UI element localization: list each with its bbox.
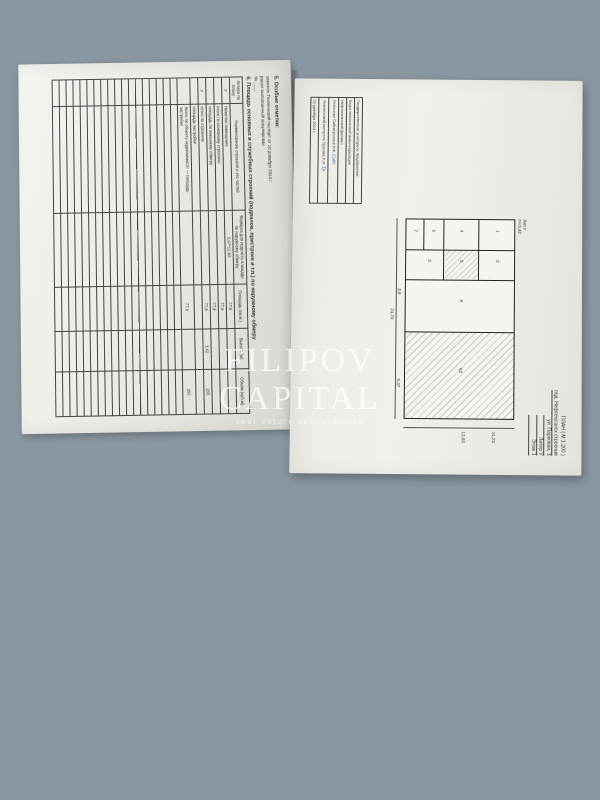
room-7: 7 [413, 229, 418, 232]
plan-address: под. Нефтеюганск строения [551, 389, 559, 455]
room-6: 6 [431, 229, 436, 232]
room-2: 2 [495, 260, 500, 263]
room-4: 4 [459, 229, 464, 232]
dim-h-total: 12,83 [461, 431, 466, 442]
col-volume: Объём (куб.м) [235, 369, 249, 414]
hatched-small [445, 250, 478, 278]
room-8: 8 [459, 299, 464, 302]
cart-l2: Бюро технической инвентаризации [345, 98, 354, 203]
col-area: Площадь (кв.м.) [233, 284, 247, 328]
signature-1: Сибг [329, 153, 336, 164]
dim-lw: 3,0 [397, 288, 402, 294]
dim-w-total: 24,79 [390, 308, 395, 319]
dim-right-line [403, 427, 514, 429]
area-table: Литера по плану Наименование строений и … [51, 76, 250, 417]
dim-w-seg: 5,37 [396, 378, 401, 387]
plan-title-block: ПЛАН ( М 1:200 ) под. Нефтеюганск строен… [529, 389, 566, 455]
page-left-content: 5. Особые отметки: заменен Технический п… [28, 70, 289, 424]
plan-outline: 1 2 4 3 6 5 7 8 63 [404, 218, 516, 419]
room-1: 1 [495, 230, 500, 233]
signature-2: Тр [319, 166, 326, 171]
hatched-room [405, 331, 514, 419]
plan-floor: Этаж 1 [529, 389, 537, 455]
plan-street: ул. Парковая, 3 [544, 389, 552, 455]
cart-l6: 10 декабря 2014 г. [310, 97, 318, 202]
cart-l4: Исполнил Сибгатуллина Р.Ф. Сибг [327, 97, 339, 202]
document-page-left: 5. Особые отметки: заменен Технический п… [18, 60, 299, 434]
cart-l1: Государственное унитарное предприятие [353, 98, 362, 203]
document-page-right: ПЛАН ( М 1:200 ) под. Нефтеюганск строен… [289, 78, 582, 475]
room-3: 3 [459, 259, 464, 262]
room-5: 5 [427, 259, 432, 262]
col-formula: Формула для подсчёта площади по наружном… [232, 210, 247, 284]
col-height: Высота (м) [234, 328, 248, 369]
page-right-content: ПЛАН ( М 1:200 ) под. Нефтеюганск строен… [299, 88, 572, 465]
col-litera: Литера по плану [229, 77, 242, 104]
cartouche-block: Государственное унитарное предприятие Бю… [309, 96, 364, 203]
dim-bottom-line [395, 218, 398, 419]
wall-h1 [478, 220, 479, 280]
wall-h3 [423, 219, 424, 249]
cart-l3: Нефтеюганский филиал [337, 97, 346, 202]
dim-h-seg: 11,23 [491, 431, 496, 442]
floor-plan: Лит.У Н=3,42 1 2 4 3 6 5 7 8 63 [391, 218, 528, 420]
plan-liter-note: Лит.У Н=3,42 [517, 219, 527, 234]
plan-liter: Литер У [536, 389, 544, 455]
wall-mid [406, 279, 514, 281]
cart-l5: Технический контроль Трусова Л.И. Тр [317, 97, 329, 202]
room-9: 63 [458, 367, 463, 372]
plan-scale: ПЛАН ( М 1:200 ) [559, 390, 566, 456]
